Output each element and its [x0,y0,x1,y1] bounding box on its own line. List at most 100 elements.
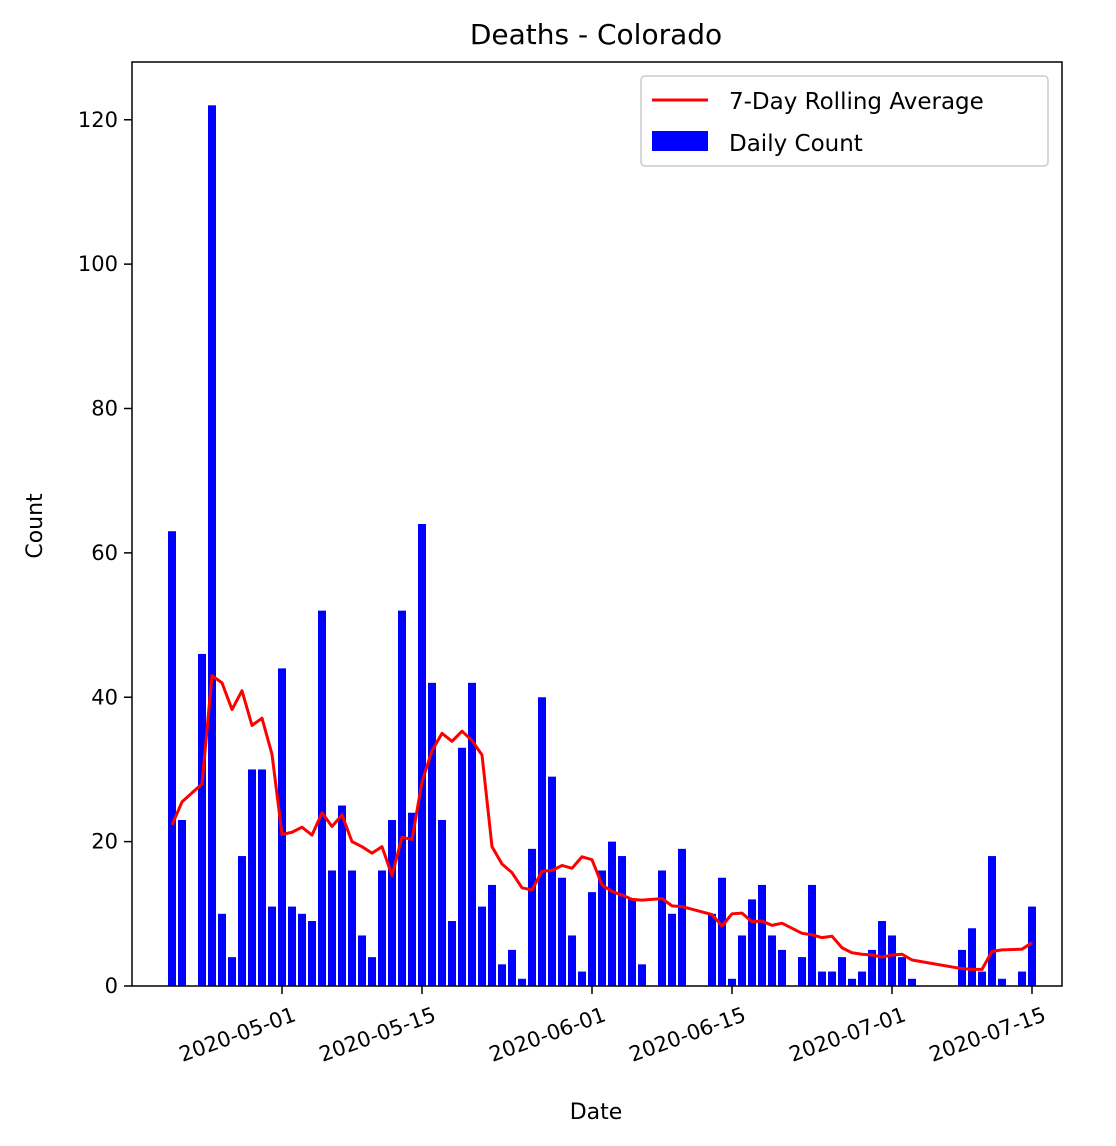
x-tick-label: 2020-07-15 [926,1002,1049,1066]
bar [738,935,746,986]
bar [768,935,776,986]
bar [668,913,676,986]
bar [678,848,686,986]
legend-bar-swatch [652,131,708,151]
bar [468,682,476,986]
bar [298,913,306,986]
bar [608,841,616,987]
bar [658,870,666,986]
bar [548,776,556,986]
x-tick-label: 2020-05-01 [176,1002,299,1066]
x-tick-label: 2020-06-01 [486,1002,609,1066]
y-tick-label: 80 [91,397,118,421]
plot-frame [131,61,1063,987]
bar [408,812,416,986]
bar [198,653,206,986]
bar [838,957,846,987]
bar [828,971,836,986]
x-tick-label: 2020-05-15 [316,1002,439,1066]
bar [358,935,366,986]
bar [438,819,446,986]
bar [488,884,496,986]
bar [168,531,176,986]
bar [578,971,586,986]
bar [228,957,236,987]
bar [888,935,896,986]
bar [908,978,916,986]
bar [798,957,806,987]
bar [868,949,876,986]
bar [708,913,716,986]
bar [248,769,256,986]
y-tick-label: 120 [78,108,118,132]
y-tick-label: 20 [91,830,118,854]
legend-label-daily-count: Daily Count [729,131,863,157]
bar [308,921,316,986]
bar [758,884,766,986]
bar [978,971,986,986]
line-layer [170,674,1033,971]
x-tick-label: 2020-07-01 [786,1002,909,1066]
bar [328,870,336,986]
bar [898,957,906,987]
x-axis: 2020-05-01 2020-05-15 2020-06-01 2020-06-15… [176,986,1049,1067]
bar [598,870,606,986]
x-tick-label: 2020-06-15 [626,1002,749,1066]
bar [818,971,826,986]
bar [268,906,276,986]
bar [508,949,516,986]
bar [878,921,886,986]
bar [348,870,356,986]
bar [388,819,396,986]
bar [448,921,456,986]
bar [458,747,466,986]
bar [538,697,546,986]
bar [258,769,266,986]
y-tick-label: 40 [91,685,118,709]
bar [558,877,566,986]
bar [378,870,386,986]
bar [638,964,646,986]
bar [1018,971,1026,986]
bar [618,856,626,986]
bar [568,935,576,986]
rolling-average-line [170,674,1033,971]
bar [1028,906,1036,986]
y-axis-label: Count [23,493,48,559]
bar [778,949,786,986]
bar [728,978,736,986]
bar [518,978,526,986]
y-tick-label: 60 [91,541,118,565]
y-axis: 0 20 40 60 80 100 120 [78,108,132,998]
legend-box [640,75,1049,167]
bar [588,892,596,986]
bar [628,899,636,987]
bar [858,971,866,986]
y-tick-label: 100 [78,252,118,276]
bar [998,978,1006,986]
y-tick-label: 0 [105,974,118,998]
bar [428,682,436,986]
bar [288,906,296,986]
bar [208,105,216,986]
legend-label-rolling-average: 7-Day Rolling Average [729,89,984,115]
bar [478,906,486,986]
bar [338,805,346,986]
bar [218,913,226,986]
bar [988,856,996,986]
bars-layer [168,105,1036,987]
bar [848,978,856,986]
chart-title: Deaths - Colorado [470,18,722,51]
bar [968,928,976,986]
bar [718,877,726,986]
bar [748,899,756,987]
bar [398,610,406,987]
bar [238,856,246,986]
bar [368,957,376,987]
legend: 7-Day Rolling Average Daily Count [640,75,1049,167]
bar [318,610,326,987]
x-axis-label: Date [570,1100,623,1125]
bar [498,964,506,986]
bar [418,524,426,986]
